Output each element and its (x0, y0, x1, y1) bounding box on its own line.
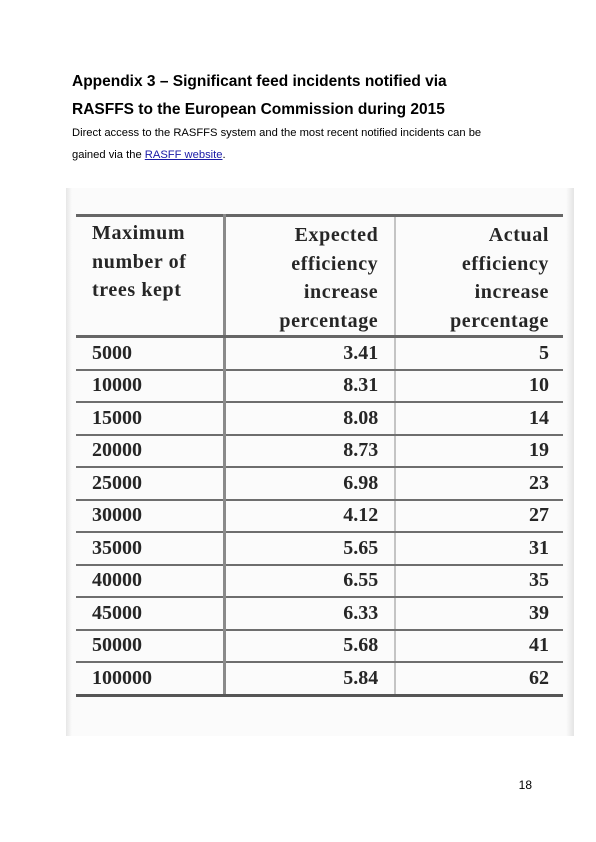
cell-actual: 62 (395, 662, 563, 697)
scan-edge-right (566, 188, 574, 736)
table-row: 35000 5.65 31 (76, 532, 563, 566)
cell-actual: 10 (395, 369, 563, 403)
header-max-trees-line: trees kept (92, 279, 182, 301)
cell-actual: 19 (395, 434, 563, 468)
intro-suffix: . (222, 149, 226, 161)
header-expected-line: increase (303, 281, 379, 303)
page-title-line-1: Appendix 3 – Significant feed incidents … (72, 73, 447, 90)
cell-trees: 25000 (76, 467, 226, 501)
table-row: 5000 3.41 5 (76, 336, 563, 371)
page-title-line-2: RASFFS to the European Commission during… (72, 101, 445, 118)
efficiency-table: Maximum number of trees kept Expected ef… (76, 214, 563, 697)
cell-expected: 8.31 (224, 369, 397, 403)
intro-paragraph: Direct access to the RASFFS system and t… (72, 122, 542, 166)
header-expected-line: efficiency (291, 252, 379, 275)
header-actual-line: Actual (488, 224, 549, 246)
cell-expected: 6.55 (224, 564, 397, 598)
page-number: 18 (518, 778, 532, 792)
cell-expected: 5.68 (224, 629, 397, 663)
cell-expected: 5.84 (224, 662, 397, 697)
header-max-trees-line: Maximum (92, 222, 186, 244)
cell-trees: 100000 (76, 662, 226, 697)
cell-trees: 30000 (76, 499, 226, 533)
header-actual-line: efficiency (461, 252, 549, 275)
table-row: 20000 8.73 19 (76, 434, 563, 468)
cell-actual: 23 (395, 467, 563, 501)
header-actual-efficiency: Actual efficiency increase percentage (395, 214, 563, 338)
cell-trees: 10000 (76, 369, 226, 403)
cell-trees: 40000 (76, 564, 226, 598)
table-row: 10000 8.31 10 (76, 369, 563, 403)
cell-expected: 4.12 (224, 499, 397, 533)
header-expected-line: percentage (279, 309, 379, 332)
table-row: 25000 6.98 23 (76, 467, 563, 501)
table-row: 40000 6.55 35 (76, 564, 563, 598)
table-row: 100000 5.84 62 (76, 662, 563, 697)
cell-actual: 39 (395, 597, 563, 631)
header-expected-line: Expected (294, 224, 379, 246)
cell-expected: 6.33 (224, 597, 397, 631)
cell-actual: 35 (395, 564, 563, 598)
rasff-website-link[interactable]: RASFF website (144, 149, 223, 161)
cell-expected: 8.73 (224, 434, 397, 468)
cell-actual: 14 (395, 402, 563, 436)
cell-actual: 5 (395, 336, 563, 371)
cell-trees: 20000 (76, 434, 226, 468)
cell-trees: 5000 (76, 336, 226, 371)
table-row: 45000 6.33 39 (76, 597, 563, 631)
intro-prefix: gained via the (72, 149, 145, 161)
header-actual-line: increase (474, 281, 549, 303)
cell-expected: 5.65 (224, 532, 397, 566)
table-row: 30000 4.12 27 (76, 499, 563, 533)
cell-expected: 3.41 (224, 336, 397, 371)
header-expected-efficiency: Expected efficiency increase percentage (224, 214, 397, 338)
cell-actual: 31 (395, 532, 563, 566)
cell-trees: 45000 (76, 597, 226, 631)
cell-trees: 50000 (76, 629, 226, 663)
cell-actual: 41 (395, 629, 563, 663)
table-figure: Maximum number of trees kept Expected ef… (66, 188, 574, 736)
header-max-trees: Maximum number of trees kept (76, 214, 226, 338)
header-actual-line: percentage (450, 309, 549, 332)
header-max-trees-line: number of (92, 250, 187, 273)
cell-trees: 35000 (76, 532, 226, 566)
cell-trees: 15000 (76, 402, 226, 436)
scan-edge-left (66, 188, 72, 736)
cell-expected: 8.08 (224, 402, 397, 436)
cell-actual: 27 (395, 499, 563, 533)
table-row: 15000 8.08 14 (76, 402, 563, 436)
page-title: Appendix 3 – Significant feed incidents … (72, 68, 542, 124)
intro-line-1: Direct access to the RASFFS system and t… (72, 127, 482, 139)
cell-expected: 6.98 (224, 467, 397, 501)
table-row: 50000 5.68 41 (76, 629, 563, 663)
table-header-row: Maximum number of trees kept Expected ef… (76, 214, 563, 338)
